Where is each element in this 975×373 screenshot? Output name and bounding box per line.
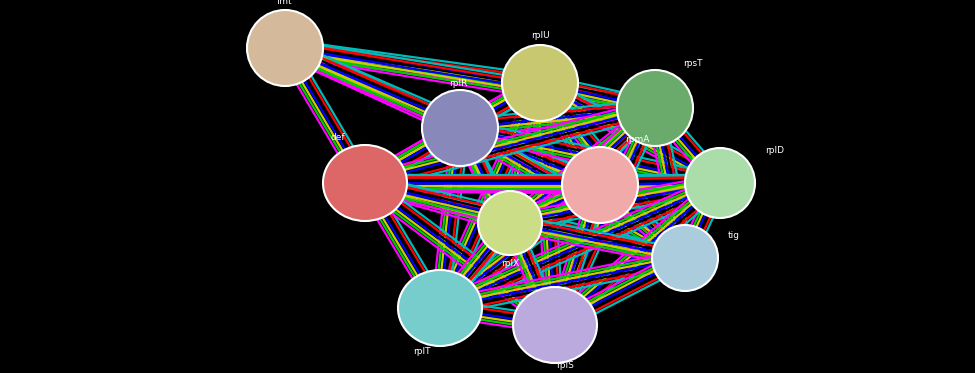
Text: rplR: rplR: [448, 78, 467, 88]
Ellipse shape: [323, 145, 407, 221]
Ellipse shape: [652, 225, 718, 291]
Text: rplS: rplS: [556, 360, 574, 370]
Ellipse shape: [513, 287, 597, 363]
Ellipse shape: [685, 148, 755, 218]
Text: rplU: rplU: [530, 31, 549, 40]
Text: rpmA: rpmA: [625, 135, 649, 144]
Text: rplX: rplX: [501, 258, 519, 267]
Ellipse shape: [478, 191, 542, 255]
Text: rplD: rplD: [765, 147, 784, 156]
Ellipse shape: [502, 45, 578, 121]
Ellipse shape: [422, 90, 498, 166]
Text: rplT: rplT: [413, 347, 431, 355]
Ellipse shape: [562, 147, 638, 223]
Ellipse shape: [247, 10, 323, 86]
Text: tig: tig: [728, 231, 740, 239]
Ellipse shape: [398, 270, 482, 346]
Text: def: def: [331, 134, 345, 142]
Text: rpsT: rpsT: [683, 59, 703, 68]
Text: fmt: fmt: [277, 0, 292, 6]
Ellipse shape: [617, 70, 693, 146]
